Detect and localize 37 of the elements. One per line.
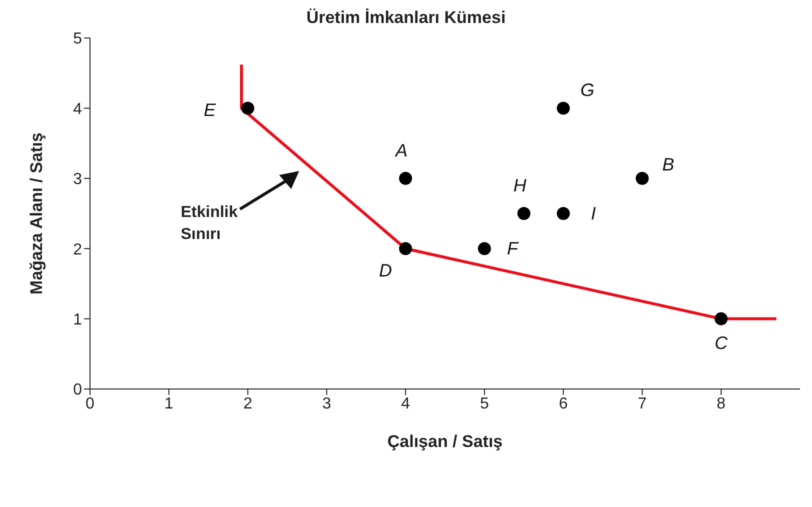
annotation: F xyxy=(506,238,519,259)
point xyxy=(517,207,530,220)
x-axis-title: Çalışan / Satış xyxy=(387,432,503,451)
annotation: E xyxy=(204,100,217,120)
x-tick-label: 3 xyxy=(322,395,332,412)
point xyxy=(241,102,254,115)
annotation: D xyxy=(379,260,392,281)
point xyxy=(556,102,570,115)
x-tick-label: 1 xyxy=(164,395,174,412)
y-tick-label: 5 xyxy=(73,30,82,48)
annotation: B xyxy=(662,154,674,174)
x-tick-label: 2 xyxy=(243,395,252,412)
x-tick-label: 8 xyxy=(716,395,726,412)
annotation: C xyxy=(714,332,729,353)
y-tick-label: 1 xyxy=(73,311,82,328)
y-tick-label: 4 xyxy=(73,100,82,118)
y-tick-label: 0 xyxy=(73,382,82,399)
y-tick-label: 3 xyxy=(73,171,82,188)
annotation: Etkinlik Sınırı xyxy=(180,202,239,245)
x-tick-label: 5 xyxy=(480,395,489,412)
y-axis-title: Mağaza Alanı / Satış xyxy=(27,132,46,294)
annotation: H xyxy=(513,176,528,196)
point xyxy=(399,172,412,185)
point xyxy=(556,207,570,220)
x-tick-label: 0 xyxy=(86,395,95,412)
point xyxy=(714,312,728,326)
point xyxy=(399,242,412,256)
y-tick-label: 2 xyxy=(73,241,82,258)
annotation: G xyxy=(580,80,594,100)
x-tick-label: 4 xyxy=(401,395,410,412)
x-tick-label: 6 xyxy=(558,395,568,412)
annotation: A xyxy=(394,140,408,160)
x-tick-label: 7 xyxy=(638,395,647,412)
point xyxy=(636,172,649,185)
point xyxy=(478,242,491,256)
chart-title: Üretim İmkanları Kümesi xyxy=(305,8,507,28)
annotation: I xyxy=(590,204,596,224)
